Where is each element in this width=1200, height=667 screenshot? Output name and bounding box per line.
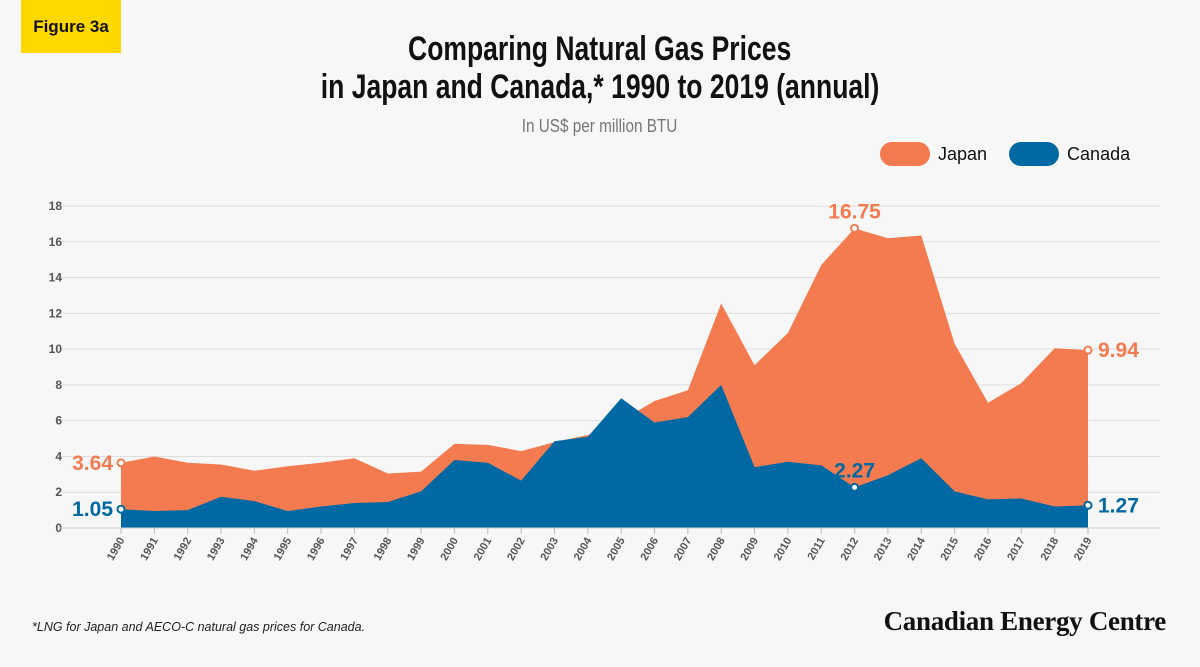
legend-swatch-japan (880, 142, 930, 166)
x-tick-label: 2017 (1005, 536, 1028, 563)
x-tick-label: 2000 (438, 536, 461, 563)
logo-text: Canadian Energy Centre (883, 606, 1167, 636)
legend-label-canada: Canada (1067, 143, 1131, 164)
y-tick-label: 10 (49, 342, 63, 356)
legend-item-canada: Canada (1009, 142, 1130, 166)
x-tick-label: 2011 (806, 536, 828, 563)
data-label: 16.75 (828, 200, 881, 223)
x-tick-label: 2007 (672, 536, 695, 563)
data-label: 1.05 (72, 498, 113, 521)
data-point-marker (1083, 500, 1093, 510)
x-tick-label: 2013 (872, 536, 895, 563)
y-tick-label: 18 (49, 199, 63, 213)
x-tick-label: 2012 (839, 536, 862, 563)
legend-label-japan: Japan (938, 143, 988, 164)
title-line-1: Comparing Natural Gas Prices (408, 30, 792, 68)
data-point-marker (850, 482, 860, 492)
x-tick-label: 1998 (372, 536, 395, 563)
subtitle-text: In US$ per million BTU (522, 116, 678, 136)
data-label: 3.64 (72, 452, 113, 475)
x-tick-label: 2019 (1072, 536, 1095, 563)
data-label: 9.94 (1098, 339, 1139, 362)
x-tick-label: 2004 (572, 535, 595, 563)
legend: Japan Canada (880, 142, 1152, 166)
area-canada (121, 384, 1088, 528)
x-tick-label: 2003 (538, 536, 561, 563)
data-point-marker (850, 223, 860, 233)
legend-item-japan: Japan (880, 142, 987, 166)
x-tick-label: 2014 (905, 535, 928, 563)
x-tick-label: 1997 (338, 536, 361, 563)
title-line-2: in Japan and Canada,* 1990 to 2019 (annu… (320, 68, 880, 106)
area-japan (121, 228, 1088, 528)
x-tick-label: 2016 (972, 536, 995, 563)
footnote: *LNG for Japan and AECO-C natural gas pr… (32, 620, 366, 634)
x-tick-label: 2009 (739, 536, 762, 563)
x-tick-label: 2002 (505, 536, 528, 563)
x-tick-label: 2018 (1039, 536, 1062, 563)
y-tick-label: 16 (49, 235, 63, 249)
x-tick-label: 2006 (638, 536, 661, 563)
x-tick-label: 1994 (238, 535, 261, 563)
y-tick-label: 12 (49, 306, 63, 320)
x-tick-label: 2015 (939, 536, 962, 563)
x-tick-label: 1993 (205, 536, 228, 563)
x-tick-label: 1990 (105, 536, 128, 563)
x-tick-label: 2008 (705, 536, 728, 563)
y-tick-label: 14 (49, 271, 63, 285)
data-point-marker (116, 458, 126, 468)
chart-title: Comparing Natural Gas Prices in Japan an… (0, 30, 1200, 106)
data-point-marker (116, 504, 126, 514)
chart-subtitle: In US$ per million BTU (0, 116, 1200, 137)
y-tick-label: 4 (55, 449, 62, 463)
x-tick-label: 2001 (472, 536, 495, 563)
legend-swatch-canada (1009, 142, 1060, 166)
figure-badge: Figure 3a (21, 0, 121, 53)
y-tick-label: 2 (55, 485, 62, 499)
x-tick-label: 1995 (272, 536, 295, 563)
x-tick-label: 1992 (172, 536, 195, 563)
x-tick-label: 1999 (405, 536, 428, 563)
x-tick-label: 2010 (772, 536, 795, 563)
y-tick-label: 6 (55, 414, 62, 428)
x-tick-label: 1991 (138, 536, 161, 563)
data-label: 2.27 (834, 459, 875, 482)
y-tick-label: 8 (55, 378, 62, 392)
data-point-marker (1083, 345, 1093, 355)
x-tick-label: 2005 (605, 536, 628, 563)
data-label: 1.27 (1098, 494, 1139, 517)
x-tick-label: 1996 (305, 536, 328, 563)
